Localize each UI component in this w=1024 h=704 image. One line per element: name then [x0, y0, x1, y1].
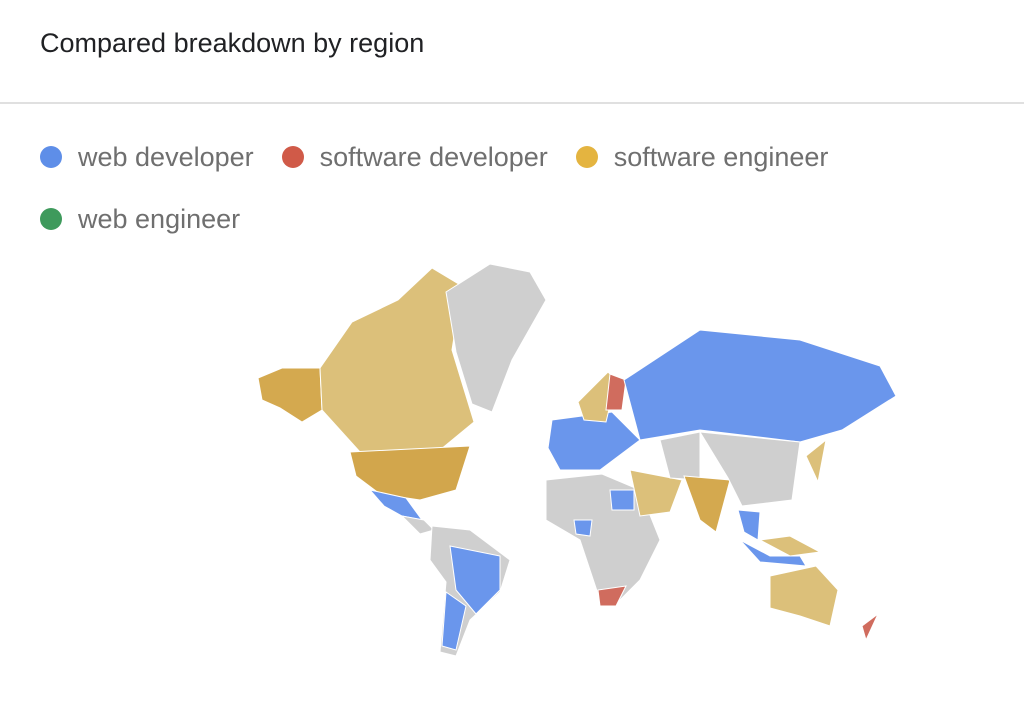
- legend-item[interactable]: software developer: [280, 140, 548, 174]
- region: [699, 431, 801, 507]
- region: [597, 585, 627, 607]
- legend-label: web developer: [78, 141, 254, 172]
- legend-label: web engineer: [78, 203, 241, 234]
- legend: web developer software developer software …: [38, 140, 938, 236]
- region: [573, 519, 593, 537]
- region: [769, 565, 839, 627]
- region: [445, 263, 547, 413]
- legend-label: software developer: [319, 141, 548, 172]
- divider: [0, 102, 1024, 104]
- legend-dot: [40, 146, 62, 168]
- world-map: [257, 263, 897, 657]
- region: [739, 539, 807, 567]
- region: [400, 515, 435, 535]
- region: [257, 367, 323, 423]
- region: [659, 431, 701, 481]
- legend-item[interactable]: web engineer: [38, 202, 240, 236]
- card-title: Compared breakdown by region: [40, 28, 425, 58]
- legend-dot: [281, 146, 304, 168]
- region: [805, 438, 827, 484]
- legend-item[interactable]: software engineer: [574, 140, 829, 174]
- region: [441, 591, 467, 651]
- legend-label: software engineer: [613, 141, 829, 172]
- region: [605, 373, 627, 411]
- region: [449, 545, 501, 615]
- region: [349, 445, 471, 501]
- legend-item[interactable]: web developer: [38, 140, 254, 174]
- region: [623, 329, 897, 443]
- region: [861, 613, 879, 642]
- region: [547, 411, 641, 471]
- region: [737, 509, 761, 541]
- legend-dot: [575, 146, 598, 168]
- region: [629, 469, 683, 517]
- region: [609, 489, 635, 511]
- region: [683, 475, 731, 533]
- region: [319, 267, 475, 453]
- region: [758, 535, 822, 557]
- legend-dot: [40, 208, 62, 230]
